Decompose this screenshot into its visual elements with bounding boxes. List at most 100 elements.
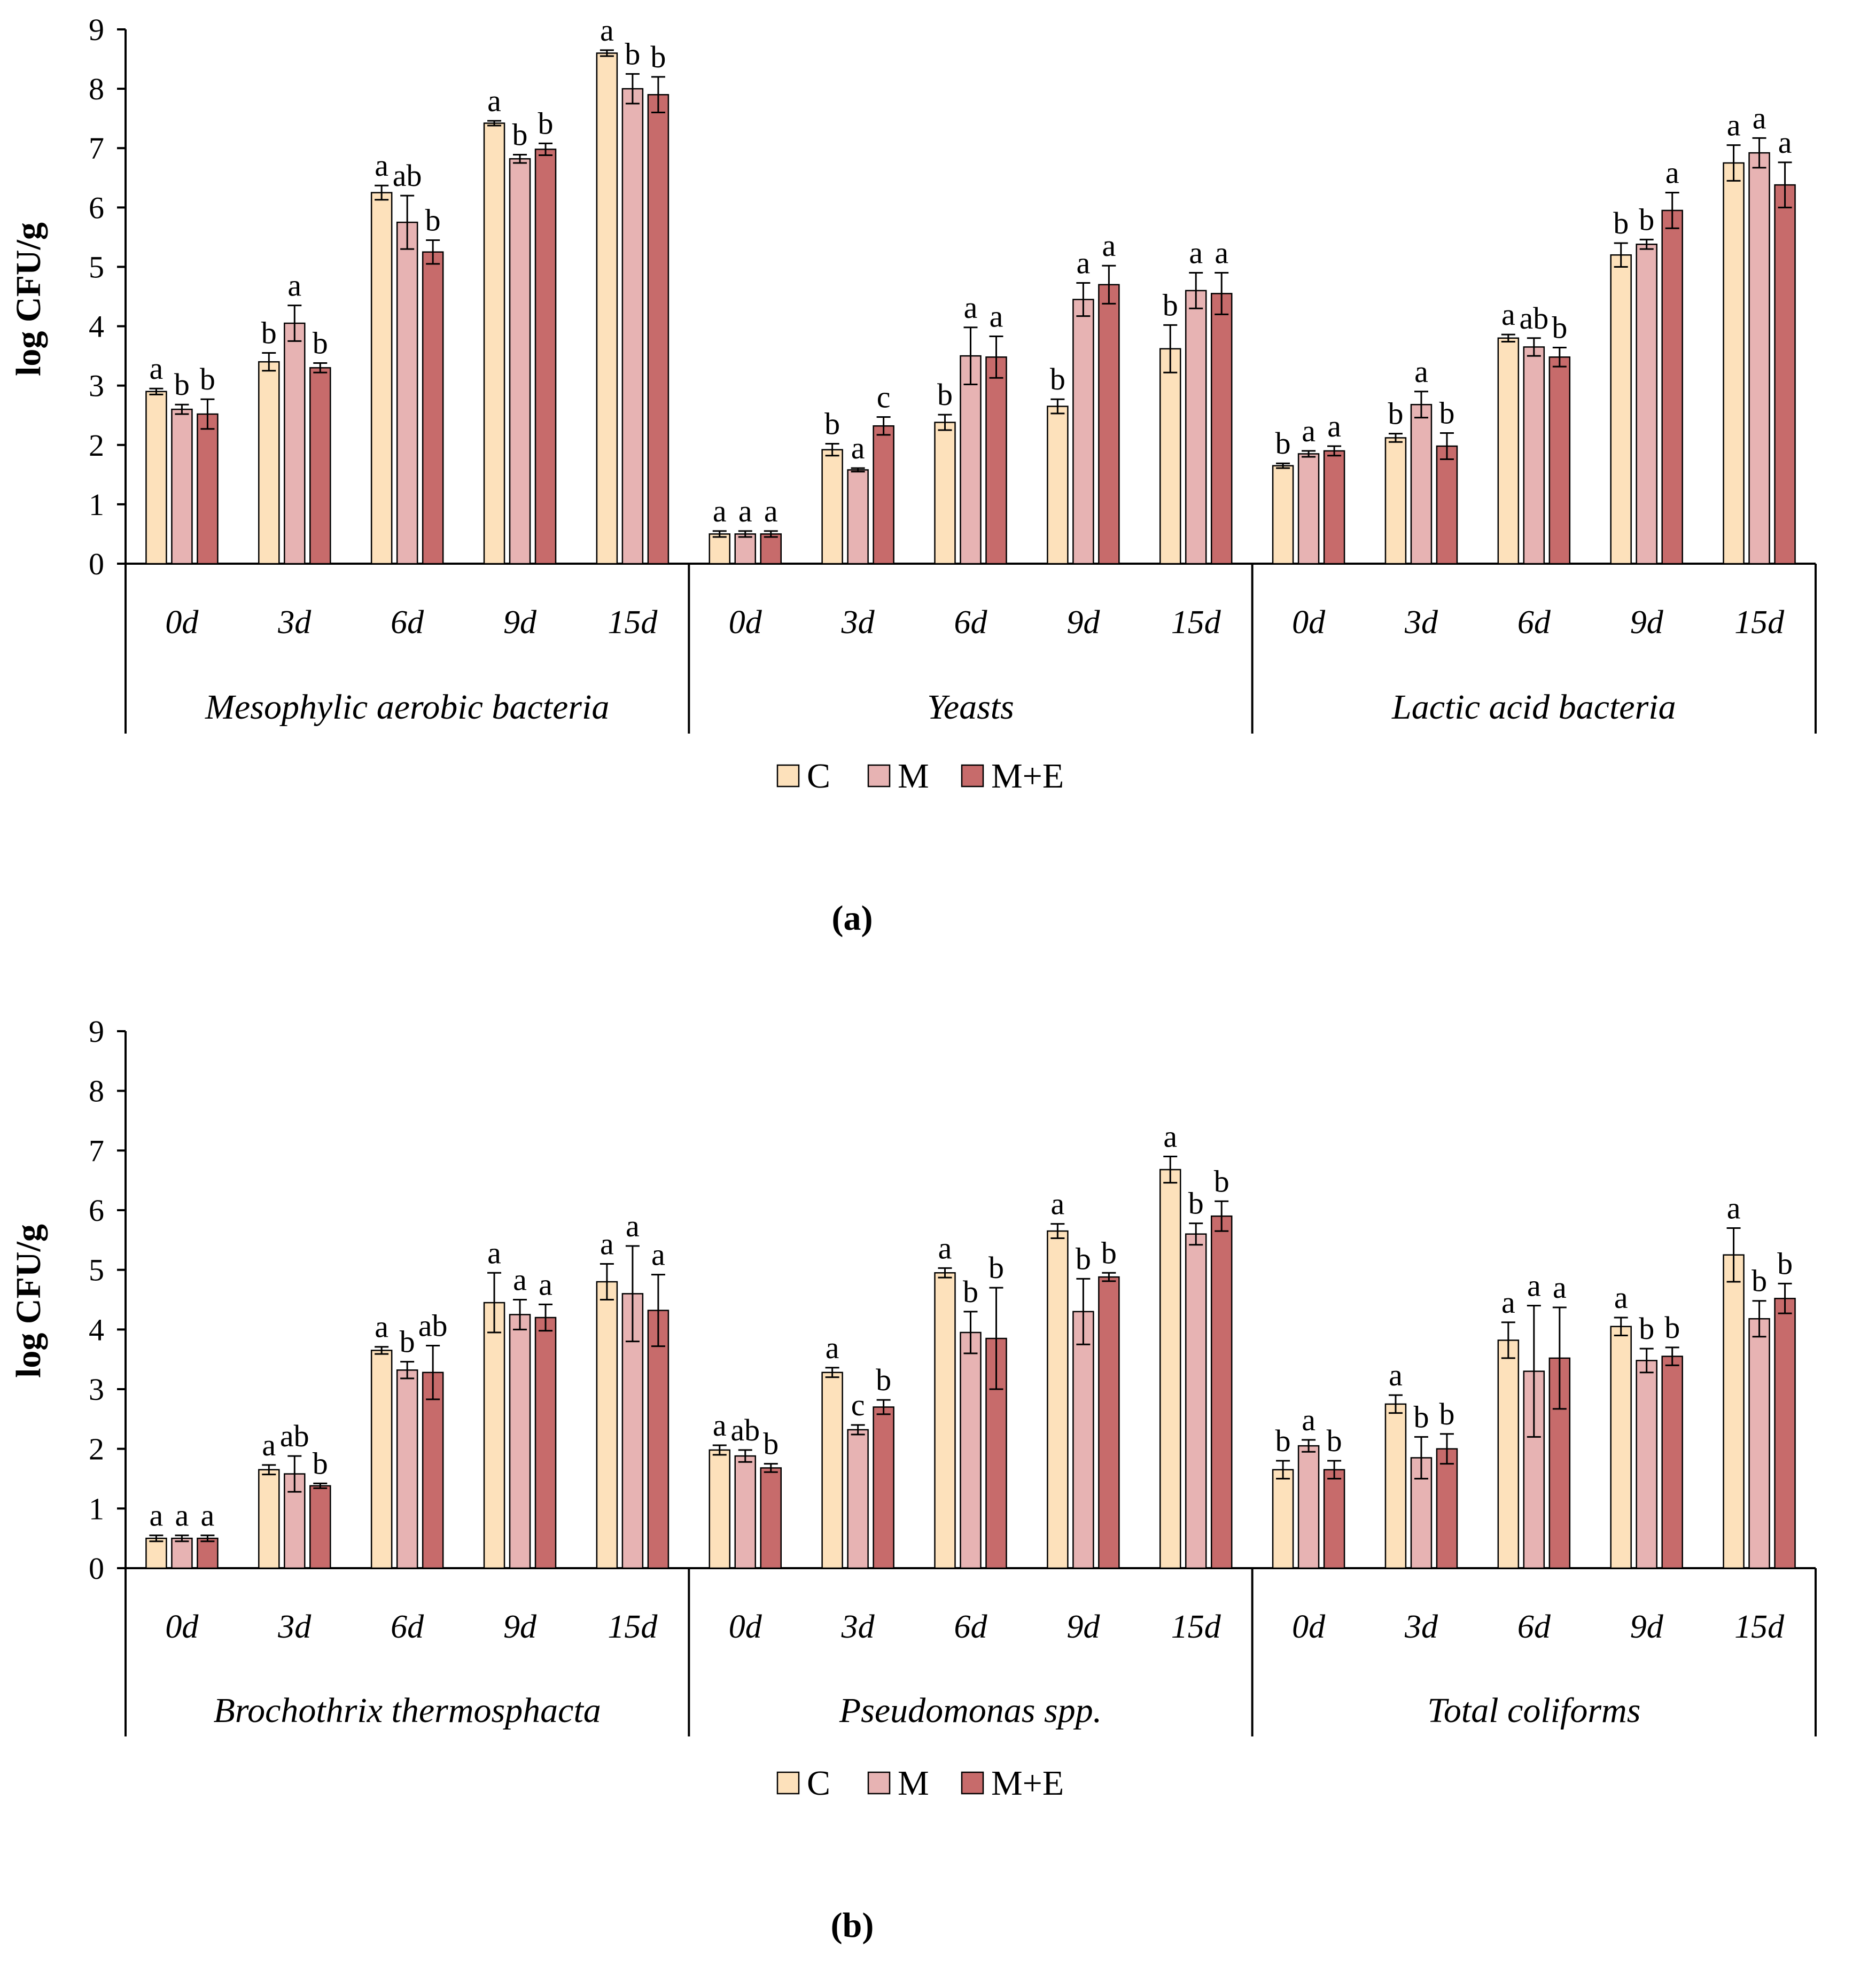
day-label: 0d <box>729 604 762 641</box>
legend: C M M+E <box>776 1764 1064 1803</box>
day-label: 3d <box>277 604 312 641</box>
significance-letter: a <box>651 1237 665 1272</box>
day-label: 15d <box>1734 1609 1785 1645</box>
significance-letter: a <box>1727 1191 1741 1226</box>
y-tick-label: 0 <box>89 1551 104 1586</box>
significance-letter: a <box>150 1498 164 1533</box>
bar-m <box>960 355 982 565</box>
significance-letter: a <box>851 431 865 465</box>
y-tick-label: 5 <box>89 250 104 284</box>
panel-b: 0 1 2 3 4 5 6 7 8 9 log CFU/g Brochothrix thermosph… <box>9 1014 1817 1945</box>
day-label: 6d <box>954 604 988 641</box>
significance-letter: a <box>1102 228 1116 263</box>
bar-m <box>1297 453 1320 565</box>
y-tick-label: 1 <box>89 487 104 522</box>
bar-m-plus-e <box>1210 1215 1233 1569</box>
significance-letter: a <box>626 1209 640 1243</box>
bar-c <box>1610 1326 1632 1569</box>
bar-c <box>821 449 843 565</box>
bar-m-plus-e <box>1210 293 1233 565</box>
significance-letter: a <box>175 1498 189 1533</box>
bar-m <box>171 408 193 565</box>
significance-letter: a <box>487 1235 501 1270</box>
day-label: 15d <box>608 1609 658 1645</box>
bar-m-plus-e <box>647 94 670 565</box>
significance-letter: a <box>1050 1187 1064 1221</box>
day-label: 3d <box>841 1609 875 1645</box>
significance-letter: a <box>600 13 614 48</box>
significance-letter: a <box>1727 108 1741 143</box>
significance-letter: b <box>963 1274 978 1309</box>
panel-label: (a) <box>832 899 873 938</box>
significance-letter: a <box>713 1408 727 1443</box>
y-tick-label: 8 <box>89 1074 104 1109</box>
bar-c <box>1723 162 1745 565</box>
bar-m <box>734 533 757 565</box>
significance-letter: b <box>313 1446 328 1481</box>
y-tick-label: 2 <box>89 1432 104 1467</box>
bar-m-plus-e <box>1098 284 1120 565</box>
significance-letter: a <box>1778 125 1792 160</box>
significance-letter: b <box>1664 1310 1680 1345</box>
day-label: 9d <box>503 604 537 641</box>
bar-m-plus-e <box>197 413 219 565</box>
significance-letter: a <box>1302 1403 1315 1437</box>
y-tick-label: 9 <box>89 1014 104 1049</box>
significance-letter: a <box>600 1227 614 1261</box>
y-tick-label: 7 <box>89 131 104 166</box>
legend-swatch-m <box>867 1771 891 1795</box>
bar-m-plus-e <box>1661 209 1683 565</box>
significance-letter: b <box>1275 426 1291 461</box>
bar-c <box>821 1372 843 1569</box>
significance-letter: b <box>1101 1235 1117 1270</box>
significance-letter: b <box>1163 287 1178 322</box>
bar-c <box>1272 465 1294 565</box>
significance-letter: a <box>1215 236 1228 270</box>
day-label: 15d <box>608 604 658 641</box>
bar-m <box>1072 1311 1094 1569</box>
significance-letter: b <box>1552 310 1567 345</box>
significance-letter: a <box>1163 1119 1177 1154</box>
bar-m-plus-e <box>647 1310 670 1569</box>
legend-label: M+E <box>991 757 1064 796</box>
bar-c <box>1610 254 1632 565</box>
significance-letter: a <box>1414 354 1428 389</box>
y-tick-label: 6 <box>89 190 104 225</box>
significance-letter: a <box>1389 1358 1403 1392</box>
significance-letter: b <box>1076 1241 1091 1276</box>
day-label: 15d <box>1171 1609 1221 1645</box>
y-tick-label: 7 <box>89 1133 104 1168</box>
bar-c <box>1723 1254 1745 1569</box>
significance-letter: b <box>1413 1399 1429 1434</box>
significance-letter: a <box>764 494 778 528</box>
significance-letter: b <box>1050 362 1065 396</box>
significance-letter: b <box>174 367 190 402</box>
significance-letter: b <box>876 1362 891 1397</box>
day-label: 9d <box>503 1609 537 1645</box>
bar-m-plus-e <box>534 1317 557 1569</box>
significance-letter: c <box>851 1388 865 1422</box>
y-axis-label: log CFU/g <box>9 222 48 376</box>
significance-letter: a <box>1189 236 1203 270</box>
day-label: 15d <box>1171 604 1221 641</box>
group-label: Yeasts <box>927 688 1014 727</box>
significance-letter: b <box>512 117 528 152</box>
significance-letter: a <box>1076 245 1090 280</box>
day-label: 3d <box>277 1609 312 1645</box>
significance-letter: ab <box>1519 301 1548 336</box>
significance-letter: b <box>1639 1311 1654 1346</box>
significance-letter: a <box>1302 414 1315 448</box>
bar-c <box>596 1281 618 1569</box>
bar-c <box>934 422 956 565</box>
significance-letter: b <box>1439 1397 1454 1431</box>
bar-m <box>847 469 869 565</box>
significance-letter: a <box>375 148 388 183</box>
y-tick-label: 1 <box>89 1491 104 1526</box>
day-label: 0d <box>729 1609 762 1645</box>
significance-letter: b <box>988 1250 1004 1285</box>
bar-c <box>596 52 618 565</box>
bar-m-plus-e <box>1661 1356 1683 1569</box>
significance-letter: b <box>425 202 441 237</box>
group-label: Lactic acid bacteria <box>1391 688 1676 727</box>
